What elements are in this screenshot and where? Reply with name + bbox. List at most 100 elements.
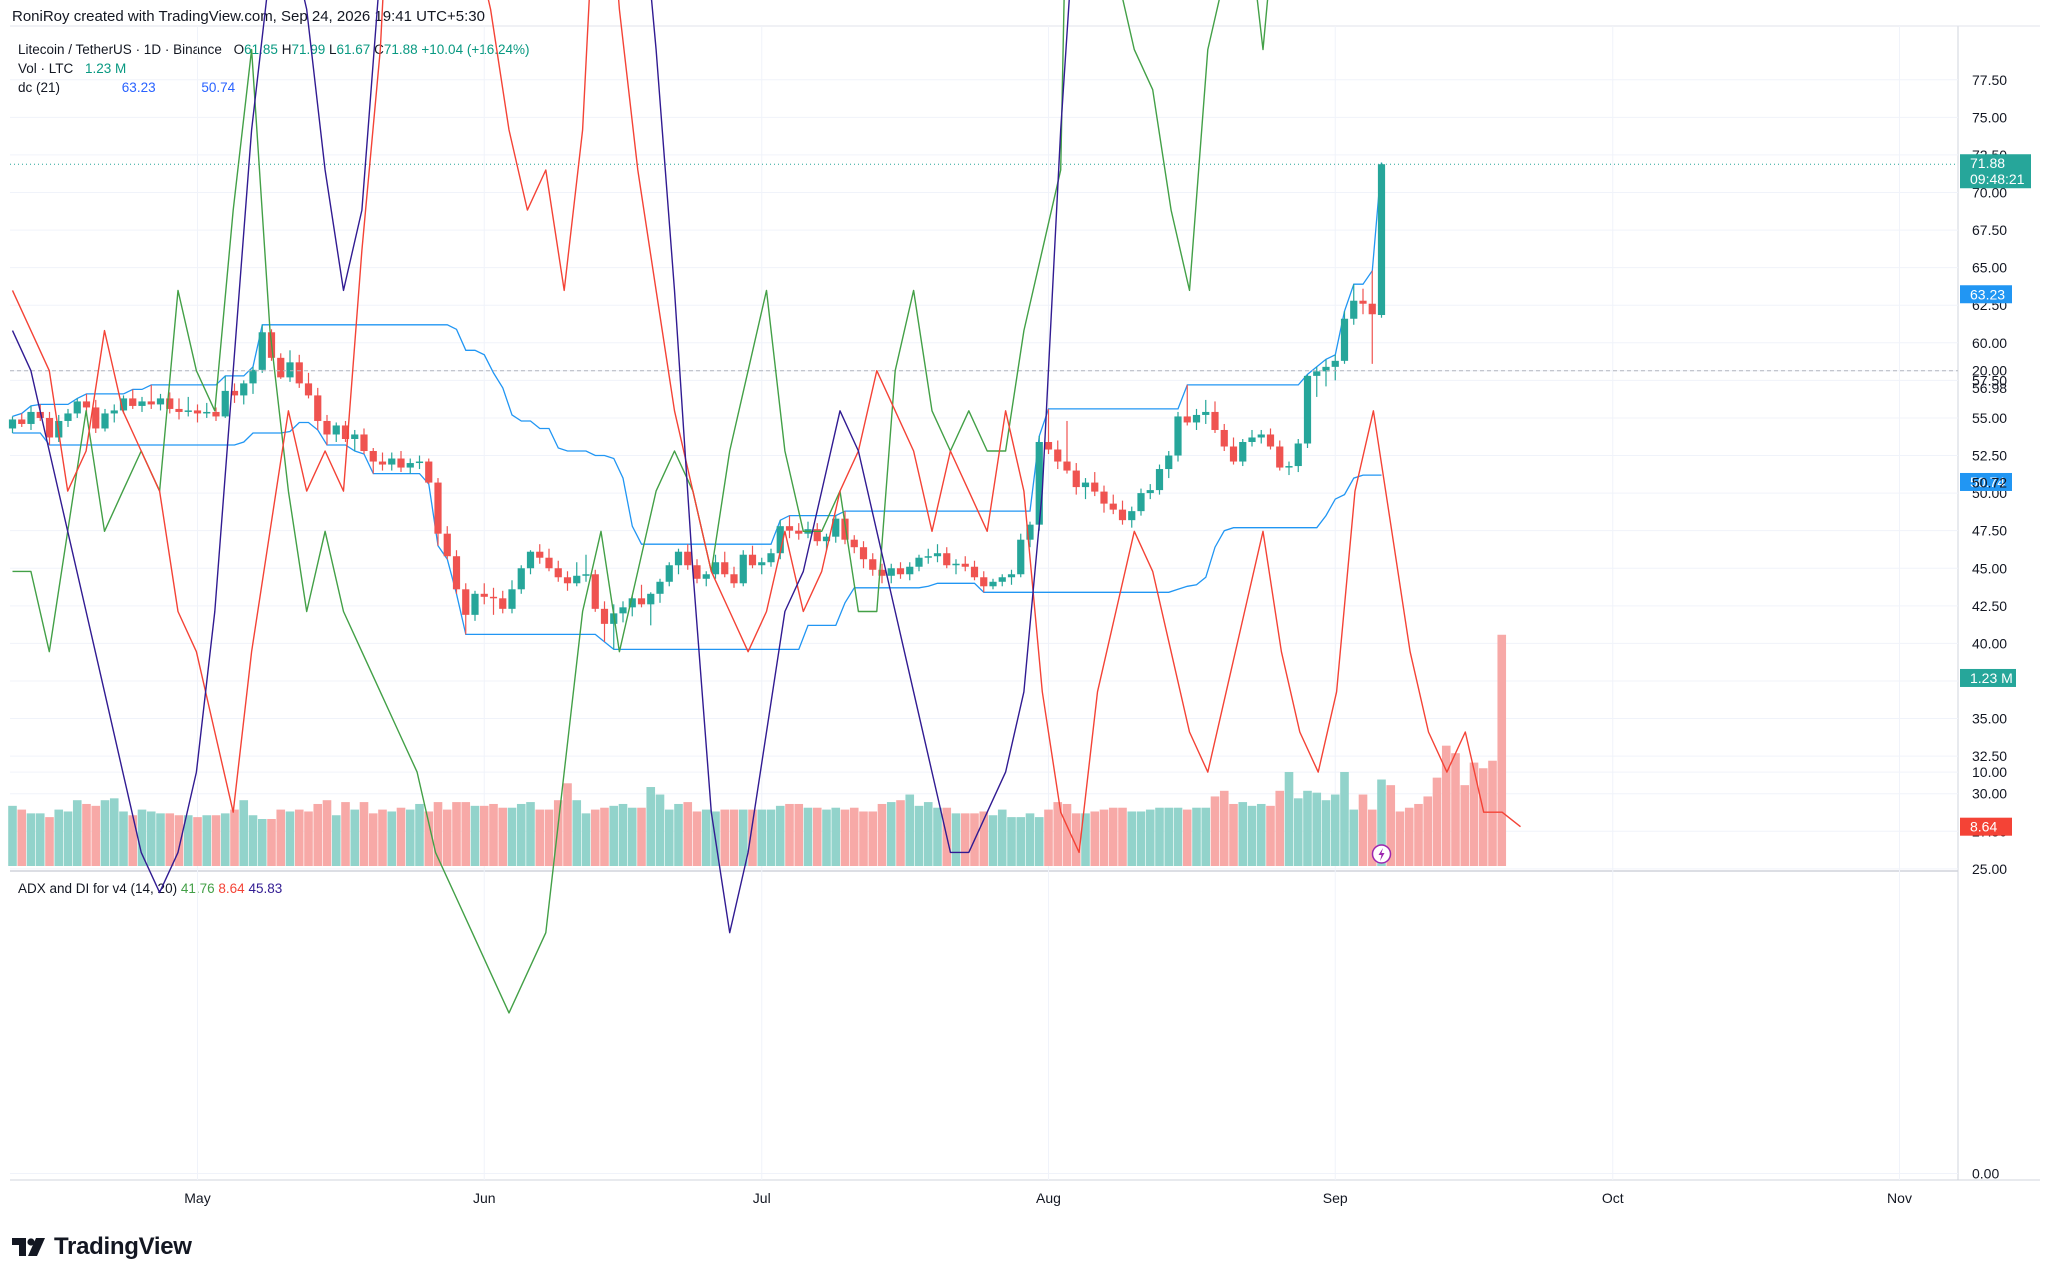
candle-body xyxy=(1072,470,1080,488)
volume-bar xyxy=(1201,807,1211,866)
time-tick-label: Jun xyxy=(473,1190,496,1206)
candle-body xyxy=(647,593,655,605)
candle-body xyxy=(230,390,239,396)
time-tick-label: May xyxy=(184,1190,210,1206)
volume-bar xyxy=(202,815,212,866)
candle-body xyxy=(1285,466,1293,468)
volume-bar xyxy=(1395,811,1405,866)
volume-bar xyxy=(239,800,249,866)
candle-body xyxy=(915,557,923,567)
last-price-badge xyxy=(1960,154,2031,189)
volume-bar xyxy=(859,811,868,866)
price-tick-label: 40.00 xyxy=(1972,635,2007,651)
adx-value: 45.83 xyxy=(248,881,283,896)
volume-bar xyxy=(1108,807,1118,866)
volume-bar xyxy=(1266,805,1275,866)
candle-body xyxy=(166,398,174,409)
volume-bar xyxy=(988,815,998,866)
volume-bar xyxy=(1460,785,1470,866)
symbol-legend-row: Litecoin / TetherUS · 1D · Binance O61.8… xyxy=(18,40,530,59)
candle-body xyxy=(758,562,766,566)
volume-bar xyxy=(82,803,91,866)
candle-body xyxy=(332,425,340,435)
donchian-upper-line xyxy=(12,162,1383,545)
volume-bar xyxy=(868,811,878,866)
volume-bar xyxy=(1340,772,1349,866)
lightning-icon xyxy=(1378,848,1385,861)
volume-bar xyxy=(257,819,267,866)
volume-bar xyxy=(1164,807,1174,866)
adx-label[interactable]: ADX and DI for v4 (14, 20) xyxy=(18,881,178,896)
candle-body xyxy=(896,568,905,575)
candle-body xyxy=(970,566,979,578)
candle-body xyxy=(378,461,387,465)
volume-bar xyxy=(544,809,554,866)
candle-body xyxy=(1109,503,1117,510)
low-label: L xyxy=(329,42,337,57)
candle-body xyxy=(8,419,17,429)
candle-body xyxy=(859,547,868,560)
candle-body xyxy=(850,539,858,548)
volume-bar xyxy=(378,809,387,866)
price-chart[interactable]: 40.0042.5045.0047.5050.0052.5055.0057.50… xyxy=(0,0,2048,1230)
volume-label[interactable]: Vol · LTC xyxy=(18,61,74,76)
candle-body xyxy=(82,401,91,408)
donchian-label[interactable]: dc (21) xyxy=(18,80,61,95)
volume-bar xyxy=(1229,803,1238,866)
volume-axis-tick-label: 25.00 xyxy=(1972,861,2007,877)
volume-bar xyxy=(581,813,591,866)
candle-body xyxy=(545,557,553,569)
candle-body xyxy=(286,362,294,378)
donchian-lower-line xyxy=(12,421,1382,651)
volume-bar xyxy=(997,809,1007,866)
donchian-price-label: 63.23 xyxy=(1970,286,2005,302)
volume-bar xyxy=(100,800,110,866)
volume-bar xyxy=(979,811,989,866)
volume-bar xyxy=(683,802,693,866)
candle-body xyxy=(1054,449,1062,462)
volume-bar xyxy=(553,800,563,866)
volume-bar xyxy=(590,809,600,866)
volume-bar xyxy=(563,783,572,866)
chart-legend: Litecoin / TetherUS · 1D · Binance O61.8… xyxy=(18,40,530,97)
price-axis: 40.0042.5045.0047.5050.0052.5055.0057.50… xyxy=(1972,72,2007,1182)
volume-bar xyxy=(368,813,378,866)
volume-bar xyxy=(812,807,822,866)
candle-body xyxy=(129,398,137,406)
candle-body xyxy=(175,408,183,412)
candle-body xyxy=(739,554,747,584)
volume-bar xyxy=(1025,813,1035,866)
volume-bar xyxy=(933,807,942,866)
volume-bar xyxy=(1155,807,1164,866)
volume-bar xyxy=(923,802,933,866)
price-marker-label: 50.72 xyxy=(1972,474,2007,490)
candle-body xyxy=(1017,539,1025,575)
volume-bar xyxy=(146,811,156,866)
volume-bar xyxy=(877,803,887,866)
adx-value-badge xyxy=(1960,817,2012,836)
volume-bar xyxy=(91,805,101,866)
candle-body xyxy=(452,556,461,590)
candle-body xyxy=(822,536,831,542)
candle-body xyxy=(397,458,405,468)
candle-body xyxy=(443,533,451,557)
donchian-lower-value: 50.74 xyxy=(201,80,236,95)
volume-bar xyxy=(1007,817,1016,866)
volume-bar xyxy=(461,802,471,866)
volume-bar xyxy=(109,798,119,866)
candle-body xyxy=(656,581,664,594)
volume-bar xyxy=(914,805,924,866)
price-tick-label: 47.50 xyxy=(1972,523,2007,539)
candle-body xyxy=(36,411,44,418)
volume-bar xyxy=(285,811,295,866)
candle-body xyxy=(776,526,784,554)
symbol-label[interactable]: Litecoin / TetherUS · 1D · Binance xyxy=(18,42,222,57)
time-tick-label: Nov xyxy=(1887,1190,1912,1206)
volume-bar xyxy=(905,794,915,866)
volume-bar xyxy=(1127,811,1137,866)
volume-bar xyxy=(174,815,184,866)
volume-bar xyxy=(1423,796,1433,866)
volume-bar xyxy=(896,800,905,866)
candle-body xyxy=(702,574,710,579)
volume-bar xyxy=(248,815,258,866)
